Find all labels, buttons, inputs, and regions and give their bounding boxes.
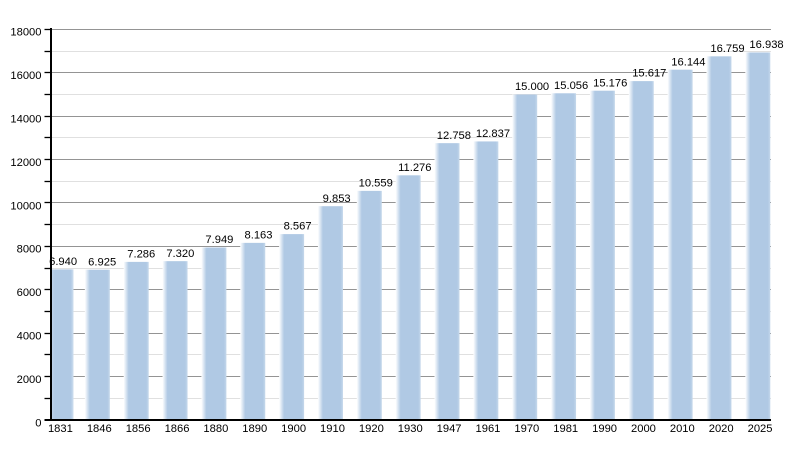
svg-text:16000: 16000 [10, 70, 41, 82]
svg-text:11.276: 11.276 [398, 162, 431, 174]
svg-text:1920: 1920 [359, 423, 384, 435]
svg-text:4000: 4000 [17, 331, 42, 343]
svg-text:10.559: 10.559 [359, 177, 393, 189]
svg-text:12000: 12000 [10, 157, 41, 169]
svg-text:1961: 1961 [476, 423, 501, 435]
svg-text:16.938: 16.938 [749, 39, 783, 51]
svg-text:14000: 14000 [10, 114, 41, 126]
svg-text:15.000: 15.000 [515, 81, 549, 93]
svg-text:8.163: 8.163 [245, 229, 273, 241]
svg-text:15.617: 15.617 [632, 68, 666, 80]
svg-text:15.176: 15.176 [593, 77, 627, 89]
svg-text:7.320: 7.320 [166, 248, 194, 260]
svg-text:12.758: 12.758 [437, 130, 471, 142]
svg-text:9.853: 9.853 [323, 193, 351, 205]
svg-text:1947: 1947 [437, 423, 462, 435]
svg-text:8000: 8000 [17, 244, 42, 256]
svg-text:2020: 2020 [709, 423, 734, 435]
svg-text:15.056: 15.056 [554, 80, 588, 92]
svg-text:1910: 1910 [320, 423, 345, 435]
svg-text:7.949: 7.949 [205, 234, 233, 246]
svg-text:6.925: 6.925 [88, 256, 116, 268]
svg-text:16.144: 16.144 [671, 56, 705, 68]
svg-text:2000: 2000 [17, 374, 42, 386]
svg-text:1970: 1970 [514, 423, 539, 435]
svg-text:1831: 1831 [48, 423, 73, 435]
svg-text:18000: 18000 [10, 27, 41, 39]
svg-text:8.567: 8.567 [284, 221, 312, 233]
svg-text:2010: 2010 [670, 423, 695, 435]
svg-text:1990: 1990 [592, 423, 617, 435]
svg-text:6.940: 6.940 [49, 256, 77, 268]
svg-text:1856: 1856 [126, 423, 151, 435]
svg-text:16.759: 16.759 [710, 43, 744, 55]
svg-text:2000: 2000 [631, 423, 656, 435]
svg-text:1930: 1930 [398, 423, 423, 435]
svg-text:1981: 1981 [553, 423, 578, 435]
svg-text:10000: 10000 [10, 200, 41, 212]
svg-text:1880: 1880 [203, 423, 228, 435]
svg-text:0: 0 [35, 417, 41, 429]
svg-text:1866: 1866 [165, 423, 190, 435]
svg-text:1890: 1890 [242, 423, 267, 435]
svg-text:6000: 6000 [17, 287, 42, 299]
svg-text:2025: 2025 [748, 423, 773, 435]
svg-text:12.837: 12.837 [476, 128, 510, 140]
svg-text:1846: 1846 [87, 423, 112, 435]
svg-text:7.286: 7.286 [127, 248, 155, 260]
svg-text:1900: 1900 [281, 423, 306, 435]
